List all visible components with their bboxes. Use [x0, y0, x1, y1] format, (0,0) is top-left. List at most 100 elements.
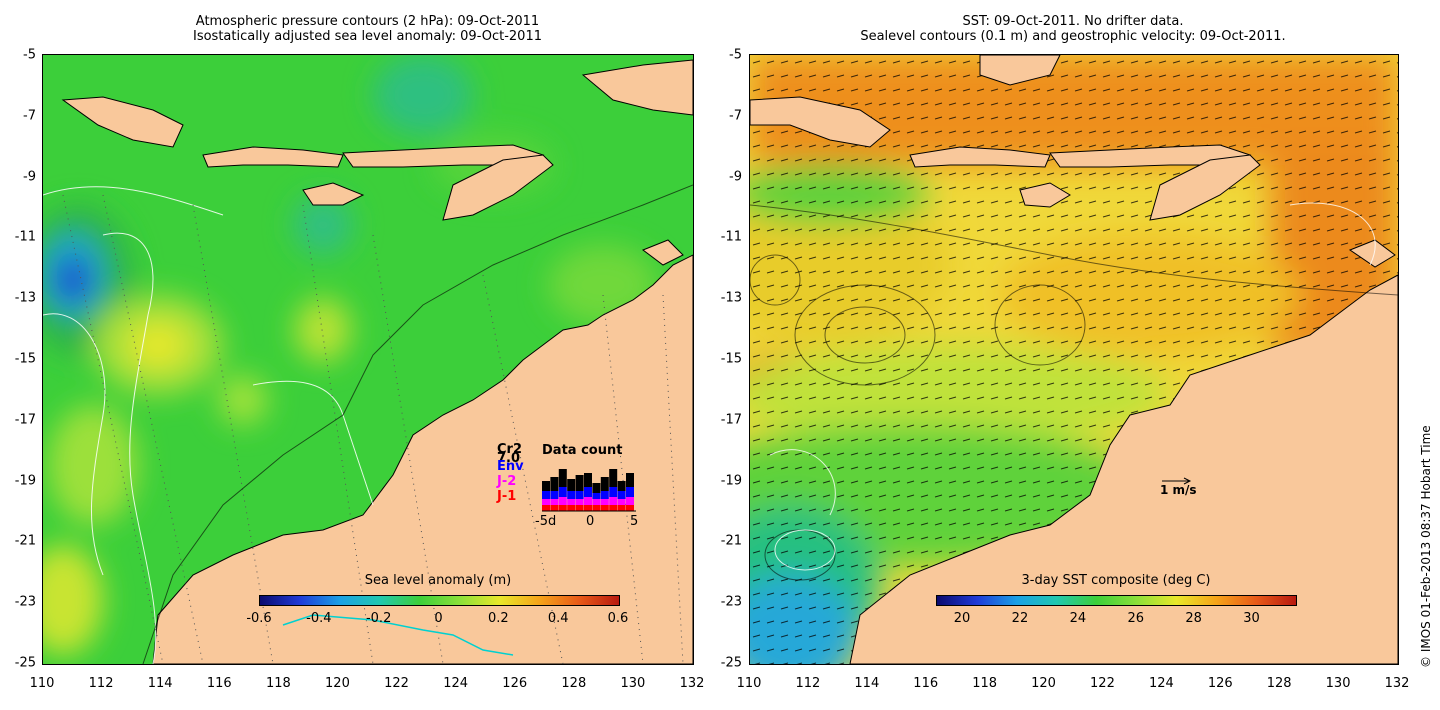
left-y-tick-10: -25 — [14, 655, 36, 671]
sst-white-contours — [769, 202, 1376, 571]
left-x-tick-10: 130 — [620, 676, 646, 691]
right-y-tick-4: -13 — [720, 290, 742, 306]
histogram-bar — [550, 491, 559, 499]
sla-cb-tick-3: 0 — [434, 611, 443, 626]
left-y-tick-8: -21 — [14, 533, 36, 549]
left-title-line2: Isostatically adjusted sea level anomaly… — [192, 29, 542, 44]
velocity-scale-label: 1 m/s — [1160, 483, 1197, 497]
sat-label-j1: J-1 — [497, 489, 517, 504]
left-x-tick-0: 110 — [29, 676, 55, 691]
left-y-tick-7: -19 — [14, 473, 36, 489]
right-x-tick-9: 128 — [1266, 676, 1292, 691]
histogram-bar — [550, 499, 559, 505]
histogram-bar — [575, 505, 584, 511]
histogram-bar — [609, 469, 618, 487]
histogram-bar — [542, 505, 550, 511]
right-y-tick-0: -5 — [729, 47, 742, 63]
sat-label-env: Env — [497, 459, 524, 474]
left-x-tick-6: 122 — [384, 676, 409, 691]
left-x-tick-4: 118 — [265, 676, 291, 691]
inset-tick-minus5: -5d — [535, 514, 557, 529]
histogram-bar — [567, 491, 576, 499]
data-count-histogram — [542, 469, 636, 512]
inset-title: Data count — [542, 443, 623, 458]
left-x-tick-9: 128 — [561, 676, 587, 691]
sat-label-cr2: Cr2 — [497, 442, 522, 457]
left-y-tick-3: -11 — [14, 229, 36, 245]
histogram-bar — [600, 499, 609, 505]
right-x-tick-0: 110 — [736, 676, 762, 691]
sat-label-7: 7.0 — [497, 451, 521, 466]
sst-cb-tick-2: 24 — [1069, 611, 1087, 626]
sst-cb-tick-0: 20 — [953, 611, 971, 626]
left-x-tick-3: 116 — [206, 676, 232, 691]
histogram-bar — [617, 481, 626, 491]
inset-tick-0: 0 — [586, 514, 595, 529]
histogram-bar — [626, 497, 634, 505]
right-x-tick-2: 114 — [854, 676, 880, 691]
histogram-bar — [542, 491, 550, 499]
sla-cb-tick-0: -0.6 — [246, 611, 272, 626]
right-x-tick-6: 122 — [1090, 676, 1115, 691]
left-y-tick-9: -23 — [14, 594, 36, 610]
histogram-bar — [626, 487, 634, 497]
histogram-bar — [584, 497, 592, 505]
right-y-tick-6: -17 — [720, 412, 742, 428]
right-title-line1: SST: 09-Oct-2011. No drifter data. — [962, 14, 1184, 29]
histogram-bar — [626, 505, 634, 511]
indonesian-islands — [61, 59, 693, 266]
sst-map — [749, 54, 1399, 665]
histogram-bar — [542, 499, 550, 505]
right-y-tick-3: -11 — [720, 229, 742, 245]
right-x-tick-10: 130 — [1325, 676, 1351, 691]
right-x-tick-8: 126 — [1207, 676, 1233, 691]
left-x-tick-11: 132 — [679, 676, 705, 691]
australia-landmass — [152, 254, 693, 664]
histogram-bar — [575, 499, 584, 505]
left-x-tick-1: 112 — [88, 676, 114, 691]
histogram-bar — [584, 505, 592, 511]
right-x-tick-11: 132 — [1384, 676, 1410, 691]
left-title-line1: Atmospheric pressure contours (2 hPa): 0… — [195, 14, 540, 29]
histogram-bar — [567, 505, 576, 511]
left-colorbar-label: Sea level anomaly (m) — [364, 573, 512, 588]
sst-cb-tick-1: 22 — [1011, 611, 1029, 626]
left-y-tick-6: -17 — [14, 412, 36, 428]
histogram-bar — [592, 505, 601, 511]
right-x-tick-3: 116 — [913, 676, 939, 691]
left-x-tick-5: 120 — [325, 676, 350, 691]
histogram-bar — [592, 499, 601, 505]
left-y-tick-0: -5 — [23, 47, 36, 63]
histogram-bar — [626, 473, 634, 487]
right-x-tick-1: 112 — [795, 676, 821, 691]
left-y-tick-2: -9 — [23, 169, 36, 185]
histogram-bar — [567, 479, 576, 491]
histogram-bar — [584, 473, 592, 487]
histogram-bar — [558, 497, 567, 505]
histogram-bar — [575, 491, 584, 499]
right-title-line2: Sealevel contours (0.1 m) and geostrophi… — [860, 29, 1286, 44]
histogram-bar — [600, 477, 609, 491]
left-x-tick-8: 126 — [502, 676, 528, 691]
coast-cyan-line — [282, 614, 514, 656]
right-y-tick-10: -25 — [720, 655, 742, 671]
sst-colorbar — [936, 595, 1297, 606]
histogram-bar — [558, 505, 567, 511]
histogram-bar — [600, 491, 609, 499]
right-panel-title: SST: 09-Oct-2011. No drifter data. Seale… — [748, 14, 1398, 44]
histogram-bar — [600, 505, 609, 511]
sst-cb-tick-4: 28 — [1185, 611, 1202, 626]
left-y-tick-4: -13 — [14, 290, 36, 306]
right-y-tick-9: -23 — [720, 594, 742, 610]
sst-cb-tick-3: 26 — [1127, 611, 1145, 626]
right-y-tick-8: -21 — [720, 533, 742, 549]
histogram-bar — [617, 499, 626, 505]
sla-cb-tick-6: 0.6 — [607, 611, 629, 626]
left-y-tick-5: -15 — [14, 351, 36, 367]
right-x-tick-5: 120 — [1031, 676, 1056, 691]
histogram-bar — [542, 481, 550, 491]
left-y-tick-1: -7 — [23, 108, 36, 124]
sea-level-anomaly-map — [42, 54, 694, 665]
histogram-bar — [617, 491, 626, 499]
histogram-bar — [558, 469, 567, 487]
